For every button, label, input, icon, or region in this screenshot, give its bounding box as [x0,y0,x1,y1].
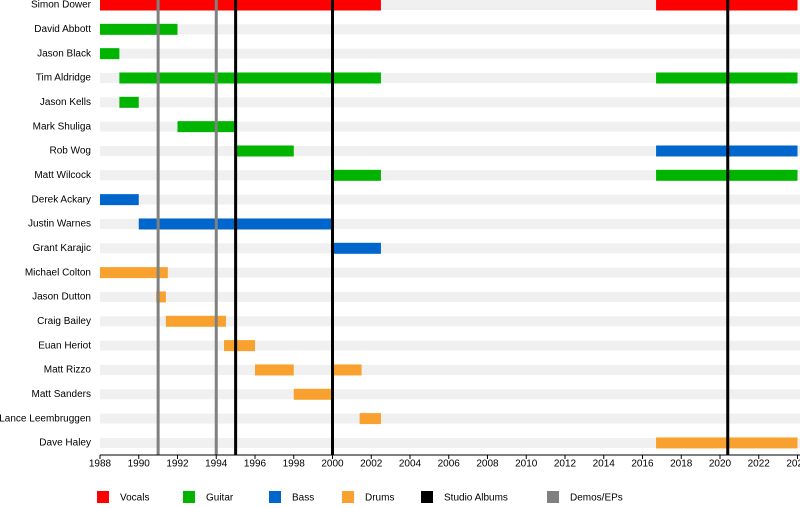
legend-label: Guitar [206,493,234,504]
member-bar [224,340,255,352]
row-stripe [100,97,800,108]
member-bar [100,194,139,206]
member-label: Jason Dutton [32,292,91,303]
member-label: Jason Kells [40,97,91,108]
member-bar [100,48,120,60]
member-label: Euan Heriot [38,340,91,351]
row-stripe [100,170,800,181]
row-stripe [100,316,800,327]
legend-label: Bass [292,493,314,504]
legend-swatch [547,491,559,503]
legend-swatch [97,491,109,503]
member-label: Matt Wilcock [34,170,92,181]
x-tick-label: 1988 [89,459,112,470]
member-bar [332,364,362,376]
row-stripe [100,389,800,400]
member-bar [156,291,166,303]
legend-label: Demos/EPs [570,493,623,504]
member-bar [100,0,381,11]
member-label: Derek Ackary [32,194,91,205]
x-tick-label: 1998 [283,459,306,470]
member-label: David Abbott [34,24,91,35]
row-stripe [100,437,800,448]
member-label: Matt Rizzo [44,365,92,376]
member-label: Lance Leembruggen [0,413,91,424]
legend-swatch [183,491,195,503]
row-stripe [100,0,800,10]
member-bar [332,242,381,254]
legend-swatch [421,491,433,503]
row-stripe [100,72,800,83]
legend-label: Vocals [120,493,149,504]
member-label: Michael Colton [25,267,91,278]
member-bar [359,413,381,425]
row-stripe [100,145,800,156]
member-bar [235,145,294,157]
x-tick-label: 2004 [399,459,422,470]
x-tick-label: 2022 [748,459,771,470]
x-tick-label: 2010 [515,459,538,470]
member-label: Tim Aldridge [36,73,92,84]
row-stripe [100,267,800,278]
member-bar [100,267,168,279]
x-tick-label: 1996 [244,459,267,470]
row-stripe [100,364,800,375]
x-tick-label: 2024 [786,459,800,470]
row-stripe [100,194,800,205]
row-stripe [100,243,800,254]
x-tick-label: 2018 [670,459,693,470]
member-bar [165,315,226,327]
member-label: Grant Karajic [33,243,91,254]
row-stripe [100,218,800,229]
legend-swatch [342,491,354,503]
legend-label: Studio Albums [444,493,508,504]
legend-label: Drums [365,493,394,504]
x-tick-label: 2014 [593,459,616,470]
member-label: Mark Shuliga [33,121,92,132]
row-stripe [100,291,800,302]
x-tick-label: 2002 [360,459,383,470]
x-tick-label: 2012 [554,459,577,470]
legend-swatch [269,491,281,503]
x-tick-label: 2016 [631,459,654,470]
row-stripe [100,48,800,59]
x-tick-label: 2020 [709,459,732,470]
member-bar [293,388,333,400]
x-tick-label: 1992 [166,459,189,470]
row-stripe [100,121,800,132]
member-bar [255,364,294,376]
member-bar [119,96,139,108]
x-tick-label: 1994 [205,459,228,470]
member-bar [177,121,236,133]
member-label: Simon Dower [31,0,92,11]
member-label: Rob Wog [49,146,91,157]
x-tick-label: 1990 [128,459,151,470]
member-label: Jason Black [37,48,92,59]
x-tick-label: 2008 [476,459,499,470]
member-bar [332,169,381,181]
member-bar [100,23,178,35]
member-label: Dave Haley [39,438,91,449]
member-label: Matt Sanders [32,389,91,400]
member-label: Justin Warnes [28,219,91,230]
member-label: Craig Bailey [37,316,91,327]
x-tick-label: 2000 [321,459,344,470]
row-stripe [100,340,800,351]
row-stripe [100,24,800,35]
row-stripe [100,413,800,424]
member-bar [119,72,381,84]
x-tick-label: 2006 [438,459,461,470]
